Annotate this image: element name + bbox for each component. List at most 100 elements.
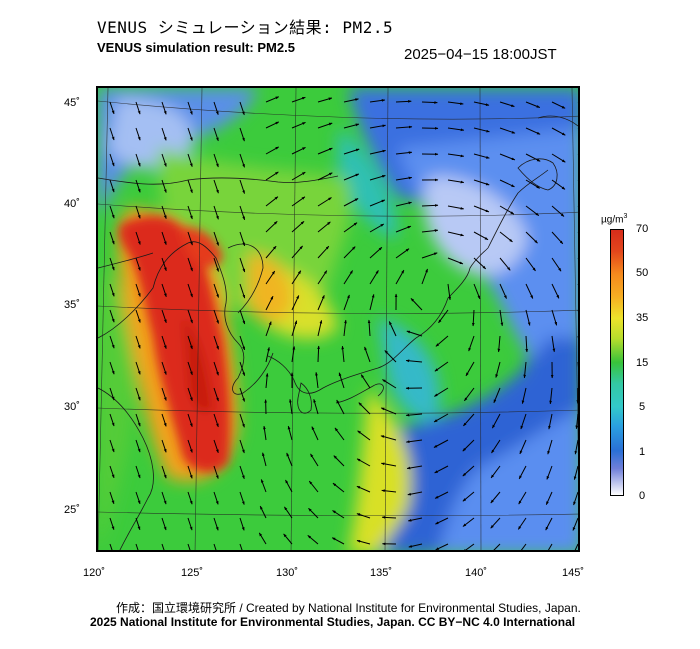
wind-arrow [523, 361, 527, 379]
wind-arrow [395, 176, 413, 181]
wind-arrow [285, 479, 293, 493]
wind-arrow [435, 543, 449, 550]
wind-arrow [471, 309, 475, 327]
wind-arrow [213, 491, 219, 505]
wind-arrow [546, 465, 553, 480]
wind-arrow [187, 231, 193, 246]
wind-arrow [356, 539, 371, 545]
wind-arrow [577, 102, 578, 103]
wind-arrow [463, 387, 475, 402]
wind-arrow [187, 491, 193, 505]
wind-arrow [447, 257, 464, 265]
wind-arrow [239, 283, 246, 299]
wind-arrow [213, 101, 219, 116]
wind-arrow [161, 543, 165, 550]
wind-arrow [545, 517, 553, 531]
wind-arrow [109, 361, 115, 375]
wind-arrow [405, 439, 423, 444]
wind-arrow [462, 439, 475, 452]
wind-arrow [462, 517, 475, 527]
wind-arrow [313, 398, 319, 415]
wind-arrow [109, 257, 115, 271]
wind-arrow [356, 485, 371, 493]
wind-arrow [447, 153, 465, 158]
wind-arrow [343, 148, 360, 155]
wind-arrow [369, 270, 379, 285]
wind-arrow [518, 465, 527, 480]
wind-arrow [265, 321, 272, 337]
wind-arrow [187, 361, 193, 376]
wind-arrow [265, 171, 279, 181]
wind-arrow [286, 452, 293, 467]
wind-arrow [161, 205, 167, 220]
wind-arrow [259, 505, 267, 519]
wind-arrow [520, 413, 527, 430]
wind-arrow [135, 387, 141, 401]
wind-arrow [548, 413, 553, 430]
wind-arrow [135, 465, 141, 479]
wind-arrow [161, 179, 167, 193]
wind-arrow [187, 101, 193, 115]
wind-arrow [265, 121, 280, 129]
wind-arrow [465, 361, 475, 377]
wind-arrow [380, 407, 397, 415]
wind-arrow [343, 270, 354, 285]
wind-arrow [356, 458, 371, 467]
wind-arrow [473, 257, 487, 270]
wind-arrow [369, 199, 386, 207]
wind-arrow [239, 361, 246, 377]
wind-arrow [551, 153, 566, 163]
wind-arrow [551, 231, 564, 245]
wind-arrow [109, 491, 115, 505]
wind-arrow [263, 425, 267, 441]
wind-arrow [395, 269, 405, 285]
wind-arrow [408, 543, 423, 548]
wind-arrow [499, 127, 516, 134]
wind-arrow [283, 506, 293, 519]
wind-arrow [135, 231, 141, 245]
wind-arrow [473, 231, 489, 241]
wind-arrow [395, 248, 410, 259]
wind-arrow [187, 153, 193, 168]
wind-arrow [525, 205, 540, 216]
wind-arrow [135, 439, 141, 453]
wind-arrow [525, 231, 538, 244]
wind-arrow [520, 543, 527, 550]
wind-arrow [161, 491, 167, 505]
wind-arrow [577, 362, 578, 379]
wind-arrow [410, 298, 423, 311]
lat-label-30: 30˚ [64, 401, 80, 413]
wind-arrow [239, 179, 245, 194]
wind-arrow [574, 439, 578, 455]
wind-arrow [287, 425, 293, 441]
wind-arrow [239, 153, 245, 168]
forecast-timestamp: 2025−04−15 18:00JST [404, 46, 557, 63]
wind-arrow [525, 309, 531, 326]
wind-arrow [421, 229, 439, 233]
wind-arrow [265, 245, 277, 259]
wind-arrow [317, 122, 333, 129]
wind-arrow [291, 171, 306, 181]
wind-arrow [265, 270, 276, 285]
wind-arrow [135, 413, 141, 427]
wind-arrow [239, 517, 245, 531]
wind-arrow [291, 295, 300, 311]
colorbar-tick-70: 70 [636, 223, 649, 235]
wind-arrow [187, 179, 193, 194]
wind-arrow [577, 180, 578, 181]
colorbar-tick-35: 35 [636, 312, 649, 324]
wind-arrow [491, 413, 501, 429]
wind-arrow [109, 309, 115, 323]
wind-arrow [519, 439, 527, 455]
wind-arrow [549, 387, 553, 405]
wind-arrow [291, 121, 306, 129]
wind-arrow [187, 465, 193, 479]
lon-label-120: 120˚ [83, 567, 106, 579]
wind-arrow [551, 205, 565, 217]
wind-arrow [551, 309, 558, 326]
wind-arrow [388, 321, 397, 337]
wind-arrow [473, 205, 490, 213]
wind-arrow [135, 101, 141, 115]
wind-arrow [490, 491, 501, 504]
wind-arrow [382, 379, 397, 389]
